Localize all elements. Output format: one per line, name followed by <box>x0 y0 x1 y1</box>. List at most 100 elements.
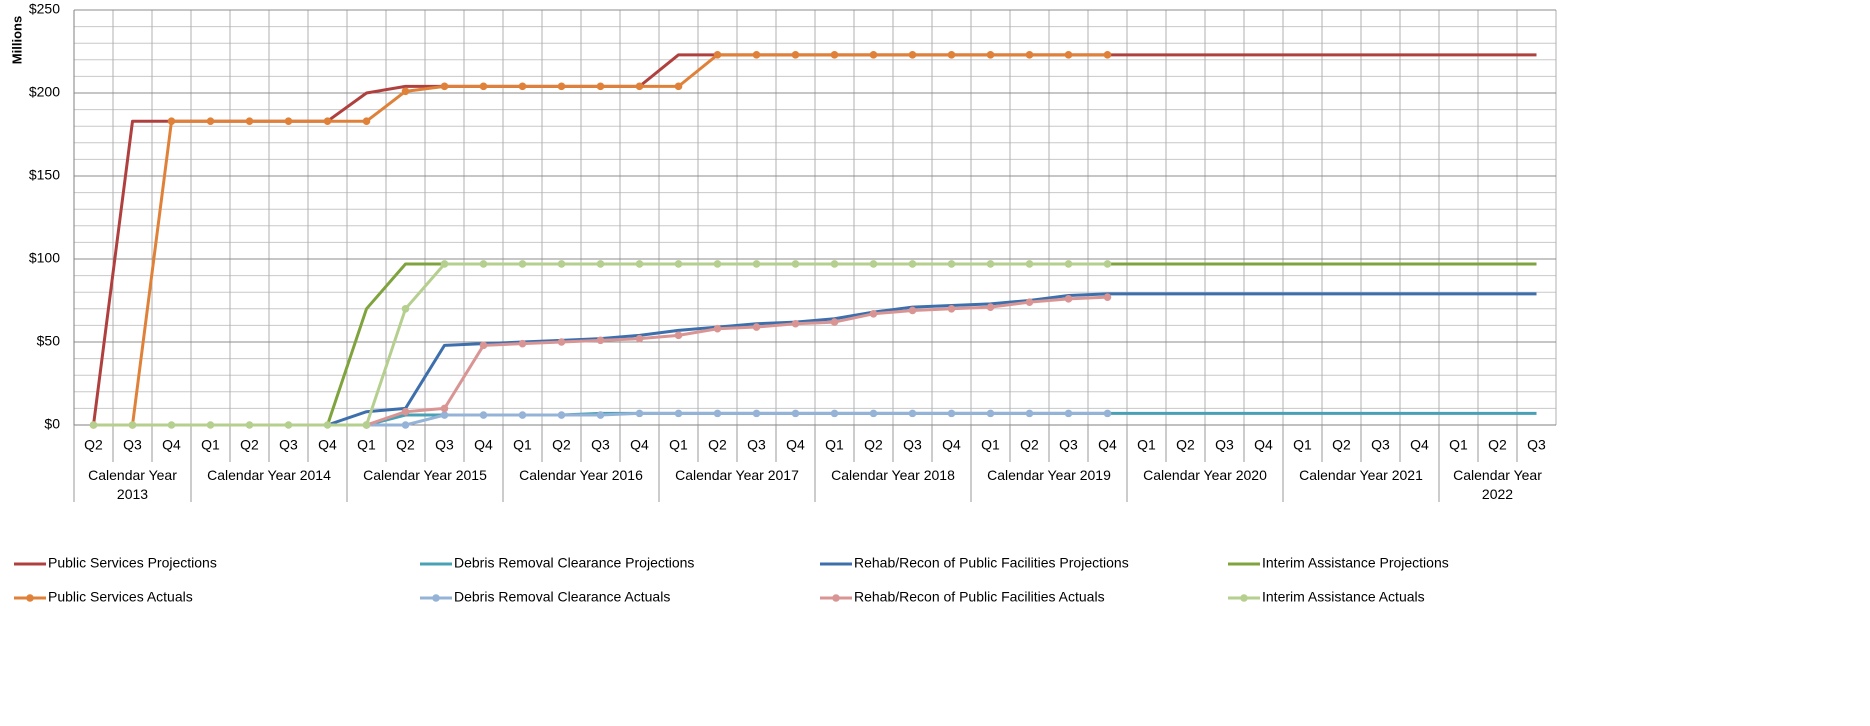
data-point <box>791 319 800 328</box>
x-tick-label: Q3 <box>1371 437 1390 453</box>
y-tick-label: $150 <box>29 167 60 183</box>
data-point <box>635 409 644 418</box>
series <box>327 292 1537 427</box>
data-point <box>479 411 488 419</box>
data-point <box>479 341 488 350</box>
x-tick-label: Q2 <box>552 437 571 453</box>
data-point <box>908 306 917 315</box>
data-point <box>440 82 449 91</box>
group-label-box: Calendar Year 2021 <box>1299 467 1423 483</box>
x-tick-label: Q4 <box>1410 437 1429 453</box>
x-tick-label: Q4 <box>786 437 805 453</box>
data-point <box>1103 51 1112 59</box>
x-tick-label: Q4 <box>942 437 961 453</box>
data-point <box>557 411 566 419</box>
data-point <box>986 260 995 268</box>
x-tick-label: Q2 <box>1332 437 1351 453</box>
group-label-box: Calendar Year 2014 <box>207 467 331 483</box>
data-point <box>518 82 527 91</box>
data-point <box>440 260 449 268</box>
data-point <box>947 260 956 268</box>
data-point <box>206 421 215 429</box>
x-tick-label: Q3 <box>903 437 922 453</box>
x-tick-label: Q2 <box>1020 437 1039 453</box>
data-point <box>635 334 644 343</box>
legend-label: Debris Removal Clearance Actuals <box>454 589 670 605</box>
x-tick-label: Q1 <box>981 437 1000 453</box>
x-tick-label: Q1 <box>1449 437 1468 453</box>
series-line <box>366 295 1108 427</box>
x-group-label: Calendar Year 2020 <box>1143 467 1267 483</box>
x-group-label: Calendar Year 2013 <box>88 467 177 502</box>
data-point <box>518 339 527 348</box>
legend-label: Rehab/Recon of Public Facilities Project… <box>854 555 1129 571</box>
x-tick-label: Q4 <box>162 437 181 453</box>
data-point <box>1064 260 1073 268</box>
data-point <box>284 117 293 126</box>
x-tick-label: Q3 <box>1527 437 1546 453</box>
x-group-label: Calendar Year 2016 <box>519 467 643 483</box>
data-point <box>908 409 917 418</box>
series <box>89 260 1112 429</box>
data-point <box>596 411 605 419</box>
data-point <box>362 421 371 429</box>
legend-label: Debris Removal Clearance Projections <box>454 555 694 571</box>
x-tick-label: Q4 <box>1098 437 1117 453</box>
data-point <box>908 260 917 268</box>
data-point <box>674 331 683 340</box>
data-point <box>557 260 566 268</box>
data-point <box>401 421 410 429</box>
data-point <box>1064 295 1073 303</box>
x-group-label: Calendar Year 2018 <box>831 467 955 483</box>
x-tick-label: Q1 <box>201 437 220 453</box>
y-tick-label: $200 <box>29 84 60 100</box>
group-label-box: Calendar Year 2020 <box>1143 467 1267 483</box>
data-point <box>830 318 839 326</box>
data-point <box>245 117 254 126</box>
legend-label: Rehab/Recon of Public Facilities Actuals <box>854 589 1105 605</box>
x-tick-label: Q1 <box>513 437 532 453</box>
series-line <box>366 411 1108 427</box>
data-point <box>479 260 488 268</box>
series-line <box>327 292 1537 427</box>
data-point <box>479 82 488 91</box>
data-point <box>596 82 605 91</box>
legend-label: Public Services Actuals <box>48 589 193 605</box>
data-point <box>869 260 878 268</box>
y-tick-label: $250 <box>29 1 60 17</box>
data-point <box>440 411 449 419</box>
x-tick-label: Q2 <box>396 437 415 453</box>
x-group-label: Calendar Year 2021 <box>1299 467 1423 483</box>
data-point <box>401 305 410 313</box>
x-tick-label: Q3 <box>123 437 142 453</box>
x-group-label: Calendar Year 2014 <box>207 467 331 483</box>
data-point <box>674 82 683 91</box>
x-tick-label: Q1 <box>1293 437 1312 453</box>
legend-marker <box>432 594 440 602</box>
data-point <box>752 323 761 331</box>
data-point <box>830 260 839 268</box>
data-point <box>89 421 98 429</box>
x-tick-label: Q2 <box>708 437 727 453</box>
data-point <box>713 260 722 268</box>
legend-label: Interim Assistance Actuals <box>1262 589 1425 605</box>
data-point <box>791 260 800 268</box>
legend-label: Public Services Projections <box>48 555 217 571</box>
data-point <box>557 338 566 346</box>
x-tick-label: Q3 <box>435 437 454 453</box>
data-point <box>791 51 800 59</box>
data-point <box>947 51 956 59</box>
data-point <box>752 260 761 268</box>
x-group-label: Calendar Year 2017 <box>675 467 799 483</box>
data-point <box>635 82 644 91</box>
data-point <box>908 51 917 59</box>
data-point <box>752 409 761 418</box>
data-point <box>401 407 410 416</box>
data-point <box>635 260 644 268</box>
data-point <box>1025 51 1034 59</box>
x-tick-label: Q2 <box>240 437 259 453</box>
data-point <box>713 324 722 333</box>
x-tick-label: Q1 <box>1137 437 1156 453</box>
data-point <box>323 421 332 429</box>
